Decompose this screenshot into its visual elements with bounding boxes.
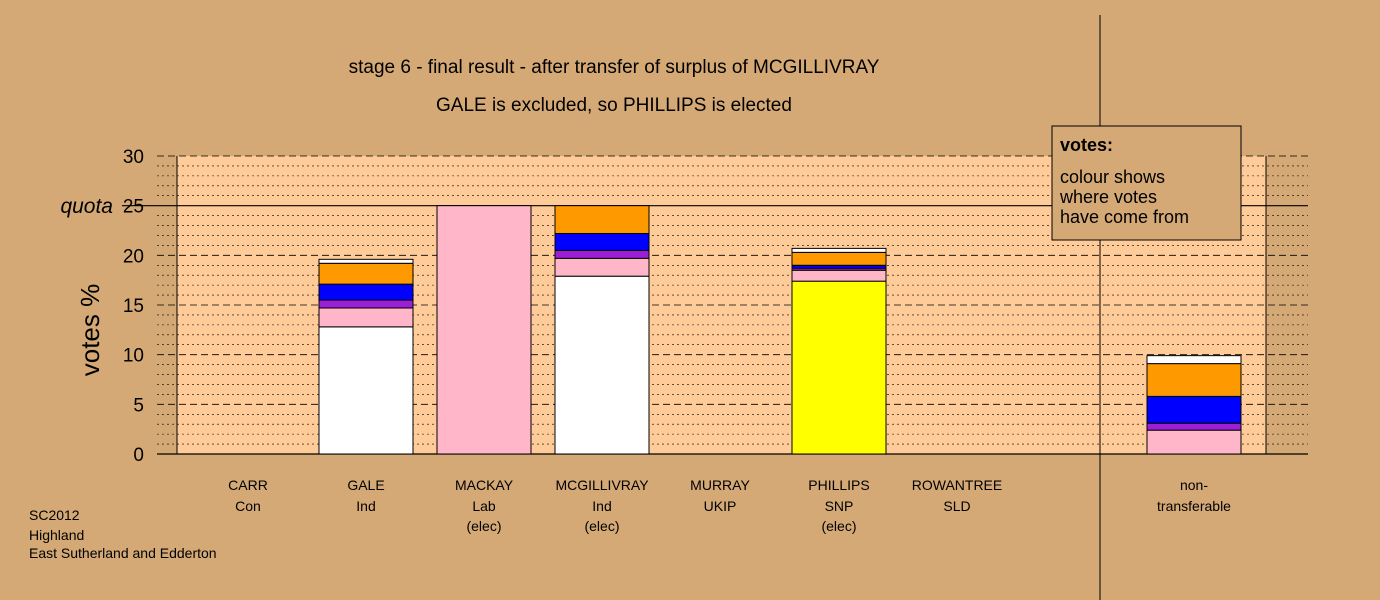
candidate-name-label: CARR xyxy=(228,477,268,493)
y-tick-label: 25 xyxy=(123,197,144,218)
bar-mcgillivray xyxy=(554,205,650,455)
y-tick-label: 10 xyxy=(123,346,144,367)
bar-segment xyxy=(1146,395,1242,424)
y-tick-label: 0 xyxy=(133,445,144,466)
bar-segment xyxy=(554,275,650,455)
y-axis-label: votes % xyxy=(75,284,105,377)
y-tick-labels: 0 5 10 15 20 25 30 xyxy=(123,147,144,466)
y-tick-label: 5 xyxy=(133,395,144,416)
candidate-party-label: Lab xyxy=(472,498,496,514)
candidate-party-label: SNP xyxy=(825,498,854,514)
legend-title: votes: xyxy=(1060,135,1113,155)
chart-subtitle: GALE is excluded, so PHILLIPS is elected xyxy=(436,95,792,116)
candidate-name-label: PHILLIPS xyxy=(808,477,869,493)
bar-mackay xyxy=(436,205,532,455)
y-tick-label: 20 xyxy=(123,246,144,267)
bar-segment xyxy=(318,307,414,328)
bar-phillips xyxy=(791,247,887,455)
candidate-party-label: Ind xyxy=(356,498,375,514)
candidate-status-label: (elec) xyxy=(584,518,619,534)
y-tick-label: 30 xyxy=(123,147,144,168)
bar-segment xyxy=(1146,422,1242,431)
candidate-name-label: GALE xyxy=(347,477,384,493)
legend: votes: colour shows where votes have com… xyxy=(1051,125,1242,241)
candidate-status-label: (elec) xyxy=(466,518,501,534)
bar-segment xyxy=(318,262,414,285)
bar-segment xyxy=(554,257,650,277)
bar-gale xyxy=(318,258,414,455)
bar-segment xyxy=(1146,355,1242,365)
nontransferable-label-line-1: non- xyxy=(1180,477,1208,493)
bars xyxy=(318,205,1242,455)
bar-segment xyxy=(554,205,650,234)
category-labels: CARR Con GALE Ind MACKAY Lab (elec) MCGILLIVRAY… xyxy=(228,477,1231,534)
candidate-name-label: ROWANTREE xyxy=(912,477,1002,493)
bar-segment xyxy=(1146,429,1242,455)
quota-label: quota xyxy=(60,195,113,218)
candidate-name-label: MACKAY xyxy=(455,477,514,493)
candidate-party-label: Ind xyxy=(592,498,611,514)
bar-segment xyxy=(318,283,414,301)
bar-segment xyxy=(791,251,887,266)
candidate-party-label: Con xyxy=(235,498,261,514)
chart-title: stage 6 - final result - after transfer … xyxy=(349,57,880,78)
bar-nontransferable xyxy=(1146,355,1242,455)
bar-segment xyxy=(791,247,887,253)
nontransferable-label-line-2: transferable xyxy=(1157,498,1231,514)
bar-segment xyxy=(318,299,414,309)
bar-segment xyxy=(318,258,414,264)
candidate-name-label: MCGILLIVRAY xyxy=(555,477,649,493)
candidate-status-label: (elec) xyxy=(821,518,856,534)
candidate-party-label: SLD xyxy=(943,498,970,514)
bar-segment xyxy=(436,205,532,455)
bar-segment xyxy=(791,280,887,455)
legend-line-2: where votes xyxy=(1059,187,1157,207)
bar-segment xyxy=(1146,363,1242,397)
legend-box xyxy=(1051,125,1242,241)
bar-segment xyxy=(554,249,650,259)
candidate-party-label: UKIP xyxy=(704,498,737,514)
legend-line-1: colour shows xyxy=(1060,167,1165,187)
y-tick-label: 15 xyxy=(123,296,144,317)
footer-line-1: SC2012 xyxy=(29,507,80,523)
bar-segment xyxy=(318,326,414,455)
legend-line-3: have come from xyxy=(1060,207,1189,227)
candidate-name-label: MURRAY xyxy=(690,477,750,493)
footer-line-3: East Sutherland and Edderton xyxy=(29,545,217,561)
bar-segment xyxy=(791,269,887,282)
bar-segment xyxy=(554,232,650,251)
footer-line-2: Highland xyxy=(29,527,84,543)
